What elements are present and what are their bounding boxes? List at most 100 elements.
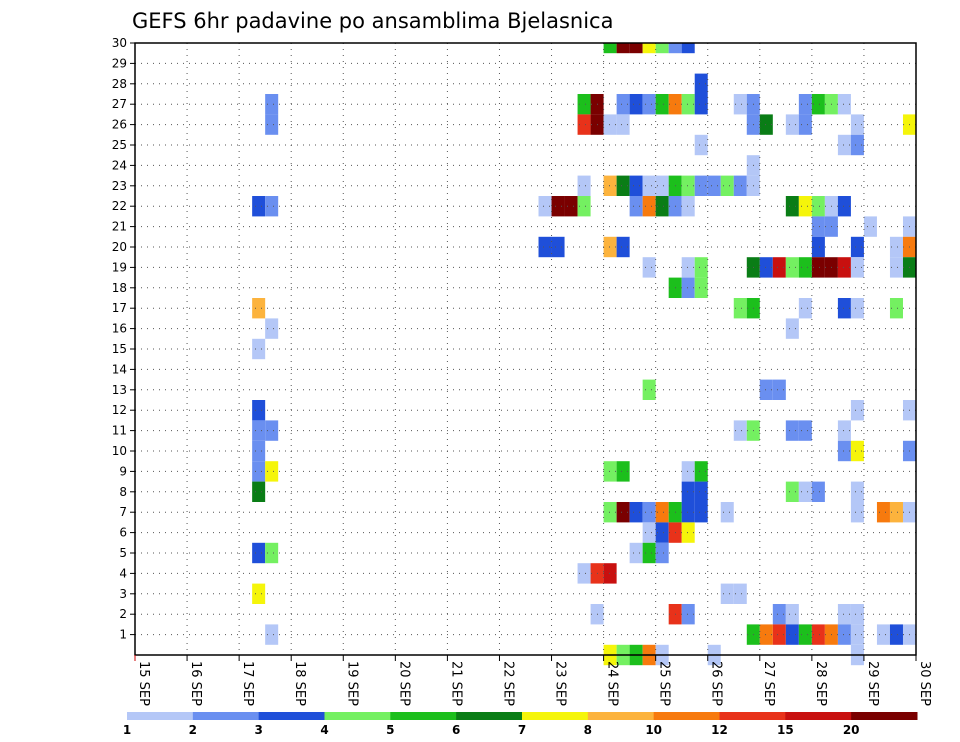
y-tick-label: 25 [112,138,127,152]
y-tick-label: 24 [112,158,127,172]
precip-cell [694,481,708,502]
legend-swatch [127,712,194,720]
y-tick-label: 7 [119,505,127,519]
legend-label: 12 [711,723,728,737]
precip-cell [759,257,773,278]
x-axis: 15 SEP 16 SEP 17 SEP 18 SEP 19 SEP 20 SEP 21 S… [134,655,932,706]
x-tick-label: 22 SEP [500,661,515,706]
precip-cell [785,196,799,217]
legend-label: 5 [386,723,394,737]
precip-cell [252,338,266,360]
cells-layer [252,43,916,666]
precip-cell [629,43,643,54]
precip-cell [694,94,708,115]
precip-cell [798,257,812,278]
precip-cell [265,318,279,339]
precip-cell [837,604,851,625]
precip-cell [629,502,643,523]
precip-cell [798,94,812,115]
precip-cell [876,502,890,523]
x-tick-label: 27 SEP [761,661,776,706]
precip-cell [785,318,799,339]
legend-label: 20 [843,723,860,737]
precip-cell [863,216,877,237]
precip-cell [603,236,617,258]
precip-cell [603,175,617,196]
y-tick-label: 5 [119,546,127,560]
precip-cell [655,502,669,523]
legend-label: 7 [518,723,526,737]
precip-cell [681,277,695,298]
precip-cell [850,257,864,278]
precip-cell [772,624,786,645]
precip-cell [603,502,617,523]
precip-cell [655,43,669,54]
precip-cell [837,624,851,645]
y-tick-label: 21 [112,220,127,234]
precip-cell [798,196,812,217]
precip-cell [629,196,643,217]
legend-label: 6 [452,723,460,737]
precip-cell [681,502,695,523]
precip-cell [850,134,864,156]
precip-cell [252,440,266,462]
y-tick-label: 4 [119,566,127,580]
precip-cell [629,542,643,564]
precip-cell [785,481,799,502]
precip-cell [850,400,864,421]
precip-cell [811,94,825,115]
precip-cell [655,94,669,115]
precip-cell [837,196,851,217]
legend-swatch [258,712,325,720]
precip-cell [681,257,695,278]
precip-cell [707,175,721,196]
precip-cell [265,94,279,115]
precip-cell [694,257,708,278]
y-axis: 1234567891011121314151617181920212223242… [112,36,135,642]
precip-cell [811,257,825,278]
precip-cell [538,196,552,217]
legend-swatch [653,712,720,720]
precip-cell [252,542,266,564]
y-tick-label: 9 [119,464,127,478]
precip-cell [603,114,617,135]
precip-cell [720,502,734,523]
precip-cell [759,114,773,135]
precip-cell [785,604,799,625]
precip-cell [889,298,903,319]
precip-cell [265,624,279,645]
legend-swatch [587,712,655,720]
precip-cell [850,236,864,258]
x-tick-label: 21 SEP [448,661,463,706]
precip-cell [785,257,799,278]
y-tick-label: 10 [112,444,127,458]
precip-cell [889,236,903,258]
precip-cell [655,175,669,196]
precip-cell [642,94,656,115]
precip-cell [629,94,643,115]
y-tick-label: 3 [119,587,127,601]
precip-cell [733,175,747,196]
precip-cell [252,420,266,441]
precip-cell [681,43,695,54]
precip-cell [785,114,799,135]
precip-cell [252,196,266,217]
y-tick-label: 6 [119,526,127,540]
precip-cell [772,379,786,400]
legend-label: 3 [254,723,262,737]
precip-cell [655,522,669,543]
legend-label: 1 [123,723,131,737]
x-tick-label: 29 SEP [865,661,880,706]
precip-cell [837,440,851,462]
precip-cell [564,196,578,217]
y-tick-label: 15 [112,342,127,356]
precip-cell [681,522,695,543]
precip-cell [811,481,825,502]
precip-cell [889,502,903,523]
x-tick-label: 18 SEP [292,661,307,706]
legend-swatch [719,712,786,720]
precip-cell [772,604,786,625]
legend-label: 8 [584,723,592,737]
precip-cell [798,420,812,441]
